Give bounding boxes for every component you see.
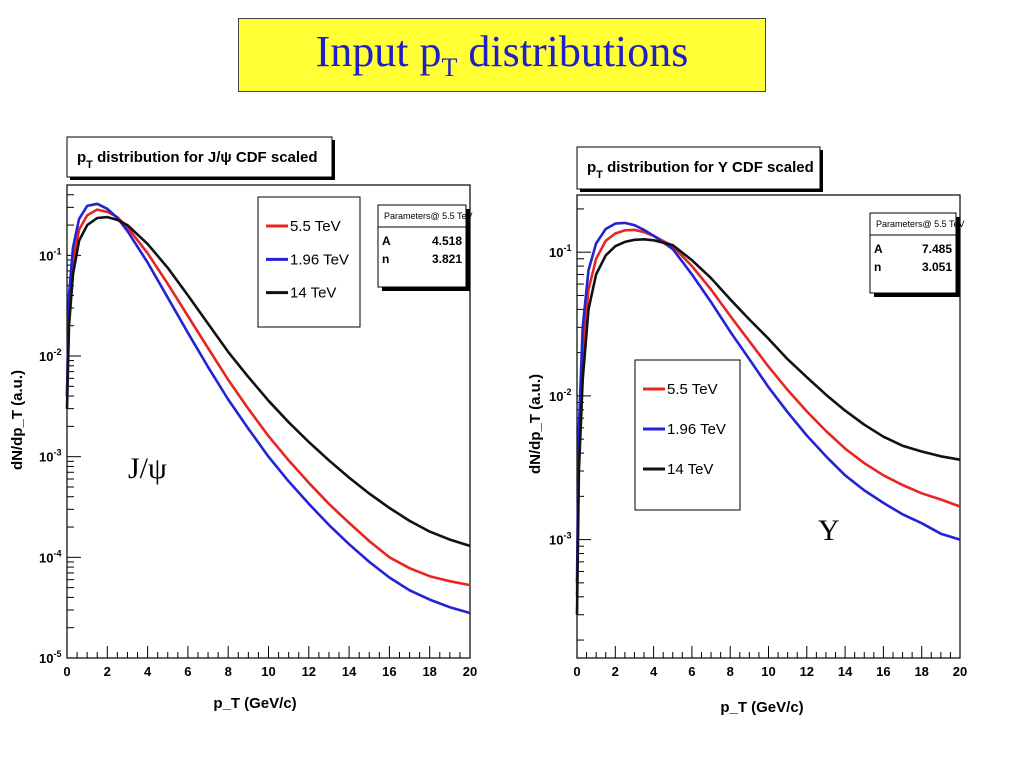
chart-annotation: J/ψ [128,452,167,485]
x-tick-label: 12 [302,664,316,679]
x-tick-label: 10 [761,664,775,679]
x-tick-label: 14 [838,664,853,679]
y-tick-base: 10 [39,248,53,263]
x-tick-label: 8 [727,664,734,679]
series-line-2 [575,221,961,583]
chart-title: pT distribution for Υ CDF scaled [587,159,814,181]
chart-title-box [576,146,821,190]
series-line-3 [575,238,961,615]
legend-box [257,196,361,328]
y-tick-base: 10 [39,349,53,364]
y-tick-label: 10-4 [39,548,61,565]
chart-title-box [66,136,333,178]
param-value: 4.518 [432,234,462,248]
y-tick-exp: -4 [53,548,61,558]
slide-title-rest: distributions [457,27,689,76]
x-tick-label: 0 [573,664,580,679]
y-tick-exp: -2 [563,387,571,397]
param-name: A [874,242,883,256]
param-name: n [382,252,389,266]
param-value: 3.051 [922,260,952,274]
x-tick-label: 20 [953,664,967,679]
params-header: Parameters@ 5.5 TeV [876,219,965,229]
y-axis-label: dN/dp_T (a.u.) [527,374,544,474]
y-tick-base: 10 [549,389,563,404]
slide-title-sub: T [441,52,458,82]
series-line-1 [65,208,471,587]
x-axis-label: p_T (GeV/c) [213,695,296,712]
x-tick-label: 16 [382,664,396,679]
y-tick-base: 10 [39,550,53,565]
y-tick-exp: -1 [563,243,571,253]
y-tick-label: 10-2 [549,387,571,404]
y-tick-base: 10 [39,651,53,666]
y-tick-label: 10-3 [39,448,61,465]
chart-title-rest: distribution for Υ CDF scaled [603,159,814,176]
x-tick-label: 4 [144,664,152,679]
y-axis-label: dN/dp_T (a.u.) [9,370,26,470]
x-tick-label: 10 [261,664,275,679]
x-tick-label: 2 [104,664,111,679]
x-tick-label: 4 [650,664,658,679]
y-tick-base: 10 [549,245,563,260]
x-tick-label: 14 [342,664,357,679]
legend-label-1: 5.5 TeV [667,381,718,398]
y-axis-label-text: dN/dp_T (a.u.) [527,374,544,474]
y-tick-exp: -2 [53,347,61,357]
y-tick-label: 10-1 [39,246,61,263]
x-tick-label: 8 [225,664,232,679]
y-tick-base: 10 [549,533,563,548]
x-tick-label: 20 [463,664,477,679]
chart-title: pT distribution for J/ψ CDF scaled [77,149,318,171]
params-header: Parameters@ 5.5 TeV [384,211,473,221]
legend-label-3: 14 TeV [667,461,713,478]
params-box [869,212,957,294]
legend-label-2: 1.96 TeV [667,421,726,438]
legend-label-3: 14 TeV [290,285,336,302]
x-tick-label: 6 [688,664,695,679]
x-tick-label: 0 [63,664,70,679]
param-value: 7.485 [922,242,952,256]
legend-label-2: 1.96 TeV [290,251,349,268]
x-tick-label: 2 [612,664,619,679]
legend-box [634,359,741,511]
x-tick-label: 6 [184,664,191,679]
y-axis-label-text: dN/dp_T (a.u.) [9,370,26,470]
chart-annotation: Υ [818,514,840,547]
y-tick-label: 10-3 [549,531,571,548]
x-axis-label: p_T (GeV/c) [720,699,803,716]
y-tick-exp: -3 [53,448,61,458]
y-tick-label: 10-2 [39,347,61,364]
chart-title-rest: distribution for J/ψ CDF scaled [93,149,318,166]
x-tick-label: 12 [800,664,814,679]
chart-title-p: p [587,159,596,176]
slide-title: Input pT distributions [238,18,766,92]
x-tick-label: 18 [914,664,928,679]
y-tick-exp: -5 [53,649,61,659]
y-tick-exp: -3 [563,531,571,541]
y-tick-exp: -1 [53,246,61,256]
x-tick-label: 18 [422,664,436,679]
chart-title-sub: T [86,159,93,171]
param-value: 3.821 [432,252,462,266]
y-tick-label: 10-5 [39,649,61,666]
series-line-2 [65,202,471,615]
y-tick-label: 10-1 [549,243,571,260]
slide-title-main: Input p [315,27,442,76]
series-line-1 [575,228,961,597]
chart-1: pT distribution for J/ψ CDF scaled 0 2 4 6 8 1… [9,136,477,712]
series-line-3 [65,215,471,548]
param-name: A [382,234,391,248]
chart-title-sub: T [596,169,603,181]
x-tick-label: 16 [876,664,890,679]
y-tick-base: 10 [39,450,53,465]
params-box [377,204,467,288]
param-name: n [874,260,881,274]
chart-title-p: p [77,149,86,166]
legend-label-1: 5.5 TeV [290,218,341,235]
